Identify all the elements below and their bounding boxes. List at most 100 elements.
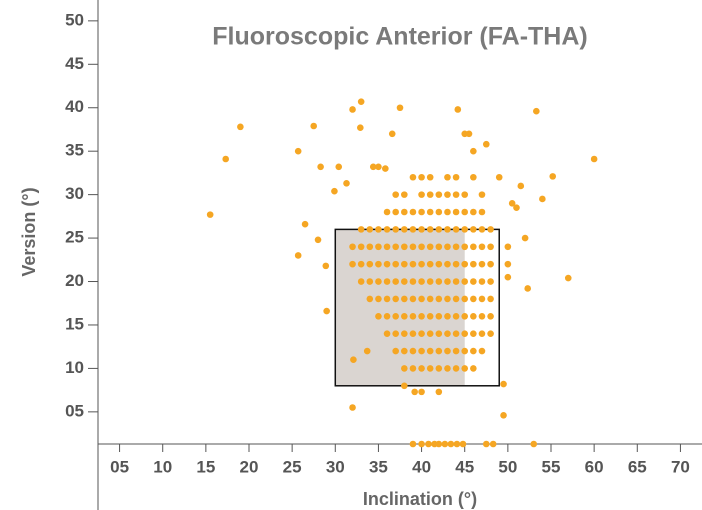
y-axis-label: Version (°): [19, 187, 39, 276]
point: [418, 226, 425, 233]
point: [426, 173, 434, 181]
point: [478, 347, 486, 355]
y-tick-label: 30: [65, 184, 84, 203]
point: [409, 260, 417, 268]
x-tick-label: 15: [196, 457, 215, 476]
point: [382, 165, 389, 172]
point: [310, 122, 318, 130]
point: [435, 278, 443, 285]
y-tick-label: 40: [65, 97, 84, 116]
point: [452, 295, 460, 303]
point: [435, 191, 443, 198]
point: [409, 365, 417, 372]
point: [206, 211, 214, 218]
point: [222, 155, 230, 163]
point: [452, 191, 460, 198]
point: [375, 260, 382, 268]
point: [425, 440, 432, 448]
point: [323, 307, 330, 315]
point: [426, 208, 434, 216]
point: [392, 226, 399, 233]
point: [461, 347, 469, 355]
point: [357, 260, 365, 268]
chart-title: Fluoroscopic Anterior (FA-THA): [212, 23, 587, 51]
point: [461, 208, 469, 216]
point: [375, 163, 382, 171]
point: [470, 208, 477, 216]
point: [366, 295, 374, 303]
y-tick-label: 35: [65, 141, 84, 160]
point: [470, 147, 477, 155]
point: [435, 347, 443, 355]
point: [435, 388, 443, 396]
point: [317, 163, 324, 171]
point: [461, 226, 469, 233]
point: [487, 295, 494, 303]
point: [401, 312, 408, 320]
point: [369, 163, 377, 171]
point: [392, 312, 399, 320]
x-tick-label: 70: [671, 457, 690, 476]
point: [444, 191, 451, 198]
point: [465, 130, 473, 138]
point: [435, 243, 443, 251]
point: [401, 243, 408, 251]
point: [504, 260, 512, 268]
point: [392, 208, 399, 216]
point: [478, 191, 486, 198]
point: [418, 330, 425, 337]
region: [335, 229, 465, 386]
point: [294, 147, 302, 155]
point: [418, 260, 425, 268]
point: [487, 226, 494, 233]
point: [461, 278, 469, 285]
point: [444, 278, 451, 285]
y-tick-label: 25: [65, 228, 84, 247]
point: [470, 173, 477, 181]
point: [478, 260, 486, 268]
point: [375, 295, 382, 303]
point: [435, 226, 443, 233]
point: [409, 312, 417, 320]
point: [444, 347, 451, 355]
point: [487, 243, 494, 251]
point: [452, 173, 460, 181]
point: [409, 295, 417, 303]
x-tick-label: 65: [628, 457, 647, 476]
y-tick-label: 05: [65, 401, 84, 420]
point: [409, 347, 417, 355]
point: [435, 260, 443, 268]
point: [383, 278, 391, 285]
point: [454, 106, 462, 113]
point: [409, 278, 417, 285]
point: [301, 220, 309, 228]
point: [409, 226, 417, 233]
point: [487, 330, 494, 337]
point: [383, 260, 391, 268]
point: [418, 295, 425, 303]
point: [489, 440, 497, 448]
point: [383, 295, 391, 303]
point: [452, 312, 460, 320]
point: [426, 312, 434, 320]
point: [392, 295, 399, 303]
point: [500, 412, 507, 419]
point: [418, 191, 425, 198]
x-tick-label: 25: [283, 457, 302, 476]
point: [357, 98, 365, 105]
point: [426, 365, 434, 372]
point: [426, 226, 434, 233]
point: [294, 252, 302, 259]
point: [470, 226, 477, 233]
point: [478, 226, 486, 233]
point: [444, 208, 451, 216]
x-tick-label: 60: [585, 457, 604, 476]
point: [409, 243, 417, 251]
point: [521, 234, 529, 242]
point: [435, 365, 443, 372]
point: [478, 278, 486, 285]
x-tick-label: 45: [455, 457, 474, 476]
point: [383, 226, 391, 233]
point: [447, 440, 455, 448]
point: [533, 107, 540, 115]
